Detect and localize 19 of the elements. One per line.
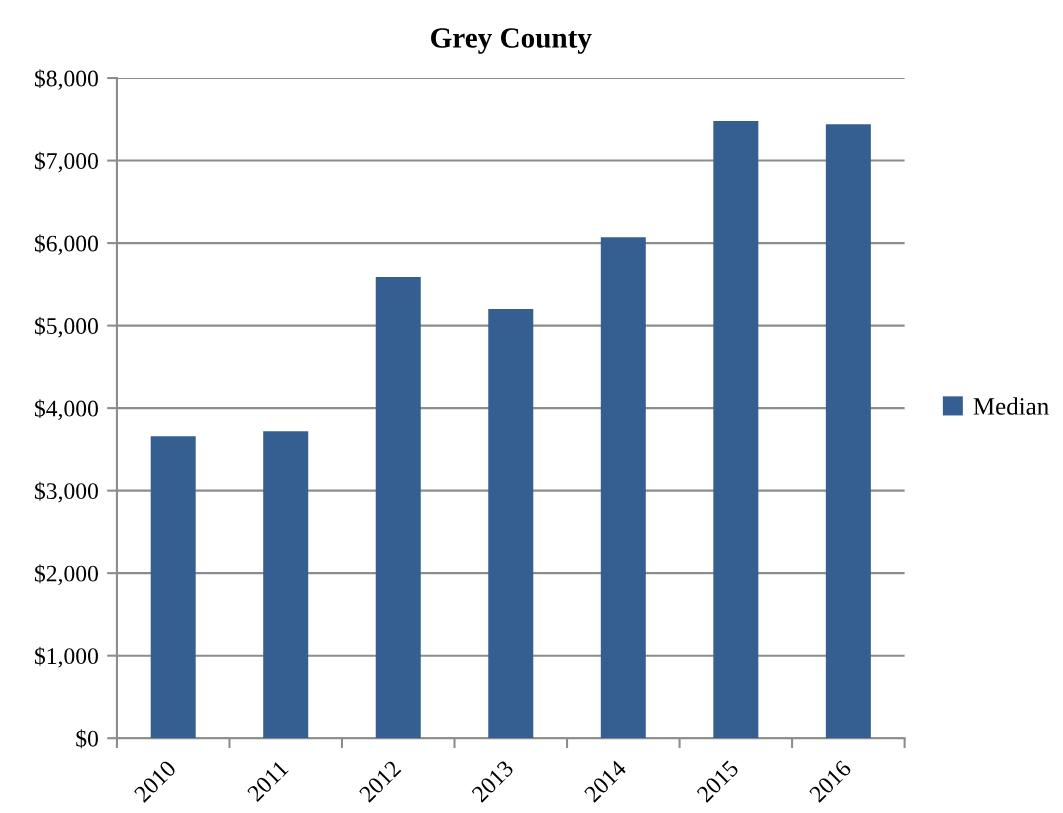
y-tick-label: $0 — [76, 729, 98, 749]
bar — [600, 237, 646, 739]
y-tick-label: $5,000 — [34, 316, 98, 338]
bar — [263, 431, 309, 739]
bar — [488, 309, 534, 739]
bar — [825, 124, 871, 739]
y-tick-label: $8,000 — [34, 69, 98, 90]
bar — [375, 276, 421, 739]
y-tick-label: $4,000 — [34, 399, 98, 420]
y-tick-label: $6,000 — [34, 234, 98, 255]
legend-label: Median — [973, 397, 1049, 415]
y-tick-label: $1,000 — [34, 646, 98, 668]
bar — [713, 120, 759, 739]
y-tick-label: $2,000 — [34, 564, 98, 585]
chart-title: Grey County — [431, 28, 592, 54]
y-tick-label: $7,000 — [34, 151, 98, 173]
y-tick-label: $3,000 — [34, 481, 98, 503]
bar — [150, 436, 196, 739]
x-tick-label: 2011 — [246, 759, 289, 803]
